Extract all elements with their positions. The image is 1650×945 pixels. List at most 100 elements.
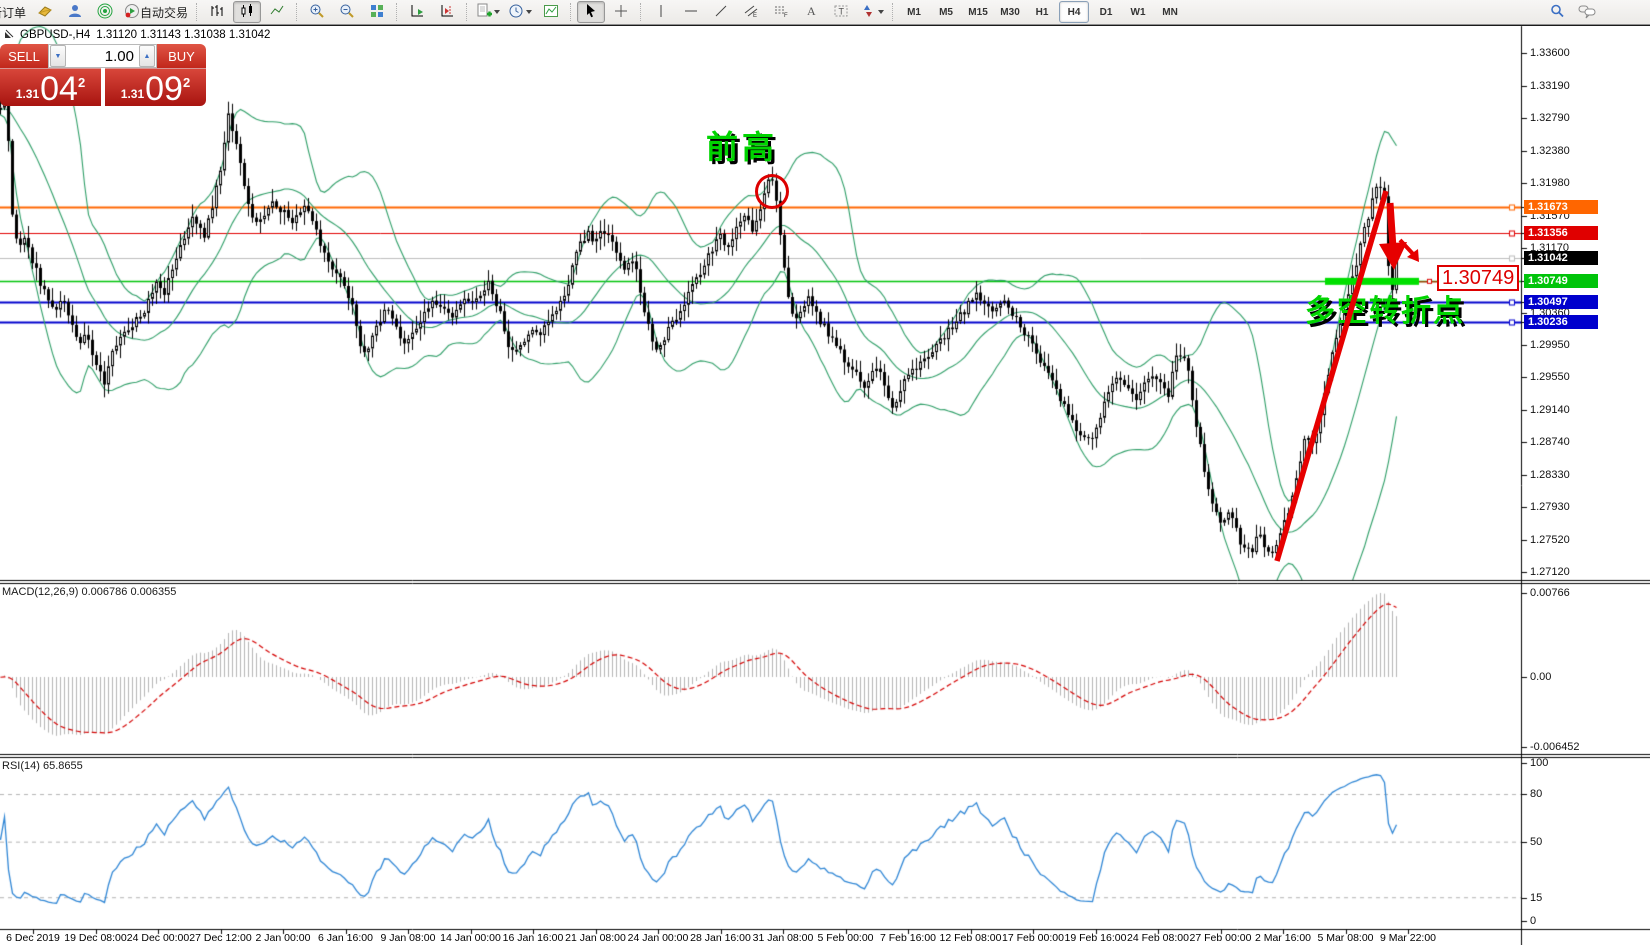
volume-increase-button[interactable]: ▲ (139, 45, 155, 67)
vertical-line-button[interactable] (647, 1, 675, 23)
tile-windows-icon (369, 3, 385, 22)
rsi-pane[interactable] (0, 758, 1521, 929)
trend-arrows (1274, 190, 1419, 562)
rsi-value: 65.8655 (42, 760, 83, 772)
candlestick-chart-button[interactable] (233, 1, 262, 23)
volume-decrease-button[interactable]: ▼ (50, 45, 66, 67)
autotrading-label: 自动交易 (140, 5, 189, 20)
zoom-in-button[interactable] (303, 1, 331, 23)
chevron-down-icon (494, 10, 501, 14)
auto-scroll-icon (409, 3, 425, 22)
tab-timeframe-h1[interactable]: H1 (1035, 6, 1049, 18)
down-hook-arrow-head (1407, 249, 1419, 262)
macd-main-value: 0.006786 (81, 586, 128, 598)
arrows-button[interactable] (857, 1, 887, 23)
time-axis[interactable] (0, 930, 1650, 945)
sell-price-button[interactable]: 1.31 04 2 (0, 68, 101, 106)
trendline-button[interactable] (707, 1, 735, 23)
zoom-out-button[interactable] (333, 1, 361, 23)
macd-pane[interactable] (0, 584, 1521, 753)
svg-text:A: A (807, 4, 816, 18)
macd-signal-value: 0.006355 (130, 586, 177, 598)
text-button[interactable]: A (797, 1, 825, 23)
new-order-button[interactable]: 新订单 (0, 1, 29, 23)
trendline-icon (713, 3, 729, 22)
line-chart-button[interactable] (263, 1, 291, 23)
chat-icon (1578, 3, 1596, 22)
zoom-in-icon (309, 3, 325, 22)
volume-control: ▼ ▲ (48, 44, 157, 68)
toolbar-separator (396, 3, 398, 21)
toolbar-separator (570, 3, 572, 21)
buy-price-main: 09 (145, 70, 183, 108)
new-order-label: 新订单 (0, 5, 27, 20)
arrows-icon (860, 3, 876, 22)
profile-button[interactable] (61, 1, 89, 23)
volume-input[interactable] (67, 46, 138, 66)
down-hook-arrow (1398, 238, 1416, 257)
chat-button[interactable] (1573, 1, 1601, 23)
sell-button[interactable]: SELL (0, 44, 48, 68)
indicators-button[interactable] (537, 1, 565, 23)
period-button[interactable] (505, 1, 535, 23)
sell-price-pipette: 2 (77, 75, 86, 90)
chevron-down-icon (878, 10, 885, 14)
toolbar-separator (296, 3, 298, 21)
charts-button[interactable] (31, 1, 59, 23)
tab-timeframe-mn[interactable]: MN (1162, 6, 1178, 18)
toolbar-separator (640, 3, 642, 21)
autotrading-icon (124, 3, 140, 22)
turning-point-annotation: 多空转折点 (1305, 295, 1465, 328)
buy-price-prefix: 1.31 (120, 87, 145, 101)
candlestick-chart-icon (239, 3, 255, 22)
search-button[interactable] (1543, 1, 1571, 23)
text-icon: A (803, 3, 819, 22)
previous-high-circle (755, 174, 789, 209)
tab-timeframe-m15[interactable]: M15 (968, 6, 988, 18)
channel-button[interactable]: E (737, 1, 765, 23)
sell-price-main: 04 (40, 70, 78, 108)
tab-timeframe-d1[interactable]: D1 (1099, 6, 1113, 18)
pane-divider[interactable] (0, 579, 1650, 585)
tab-timeframe-m5[interactable]: M5 (939, 6, 953, 18)
tab-timeframe-h4[interactable]: H4 (1059, 1, 1090, 23)
tile-windows-button[interactable] (363, 1, 391, 23)
text-label-icon: T (833, 3, 849, 22)
tab-timeframe-m30[interactable]: M30 (1000, 6, 1020, 18)
text-label-button[interactable]: T (827, 1, 855, 23)
crosshair-icon (613, 3, 629, 22)
clock-icon (508, 3, 524, 22)
new-chart-button[interactable] (473, 1, 503, 23)
price-callout-label: 1.30749 (1437, 265, 1520, 291)
signal-icon (97, 3, 113, 22)
tab-timeframe-m1[interactable]: M1 (907, 6, 921, 18)
vertical-line-icon (653, 3, 669, 22)
buy-button[interactable]: BUY (157, 44, 206, 68)
bar-chart-button[interactable] (203, 1, 231, 23)
chevron-down-icon (526, 10, 533, 14)
one-click-trading-panel: SELL ▼ ▲ BUY 1.31 04 2 1.31 09 2 (0, 44, 206, 106)
fibonacci-button[interactable]: F (767, 1, 795, 23)
sell-price-prefix: 1.31 (15, 87, 40, 101)
tab-timeframe-w1[interactable]: W1 (1130, 6, 1146, 18)
autotrading-button[interactable]: 自动交易 (121, 1, 191, 23)
down-arrow-shaft (1386, 202, 1397, 249)
buy-price-button[interactable]: 1.31 09 2 (105, 68, 206, 106)
main-chart-plot-area[interactable] (0, 26, 1521, 579)
window-divider (0, 24, 1650, 26)
chart-shift-icon (439, 3, 455, 22)
cursor-button[interactable] (577, 1, 606, 23)
buy-price-pipette: 2 (182, 75, 191, 90)
signal-button[interactable] (91, 1, 119, 23)
pane-divider[interactable] (0, 753, 1650, 759)
chart-shift-button[interactable] (433, 1, 461, 23)
cursor-icon (583, 3, 599, 22)
line-chart-icon (269, 3, 285, 22)
crosshair-button[interactable] (607, 1, 635, 23)
price-axis[interactable] (1521, 26, 1650, 929)
chart-ohlc-values: 1.31120 1.31143 1.31038 1.31042 (96, 29, 271, 41)
auto-scroll-button[interactable] (403, 1, 431, 23)
horizontal-line-button[interactable] (677, 1, 705, 23)
